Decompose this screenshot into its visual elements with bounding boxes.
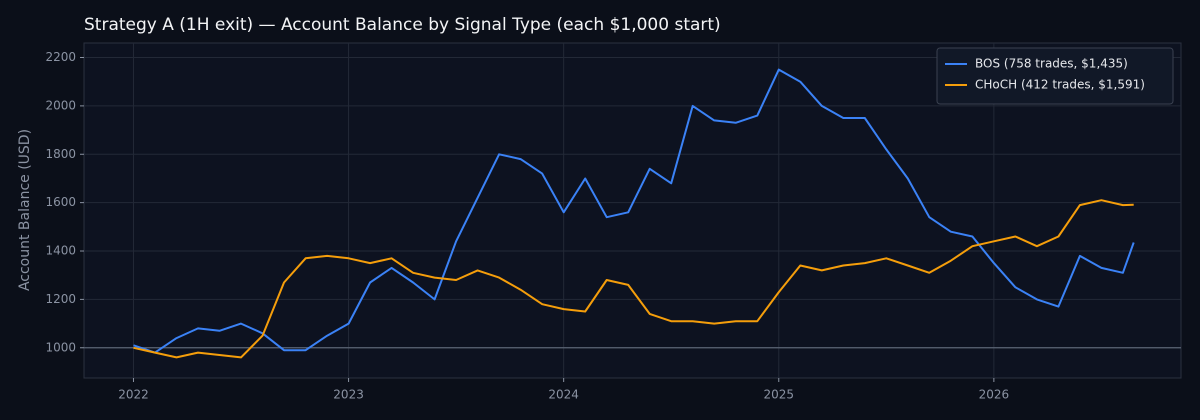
series-line bbox=[133, 68, 1135, 354]
x-tick-label: 2023 bbox=[333, 388, 364, 402]
x-tick-label: 2024 bbox=[548, 388, 579, 402]
legend-label: BOS (758 trades, $1,435) bbox=[975, 57, 1128, 71]
y-tick-label: 2000 bbox=[45, 98, 76, 112]
y-tick-label: 1200 bbox=[45, 292, 76, 306]
y-tick-label: 1800 bbox=[45, 147, 76, 161]
y-tick-label: 2200 bbox=[45, 50, 76, 64]
y-tick-label: 1000 bbox=[45, 340, 76, 354]
series-line bbox=[133, 199, 1134, 359]
x-tick-label: 2022 bbox=[118, 388, 149, 402]
y-tick-label: 1400 bbox=[45, 244, 76, 258]
y-axis-label: Account Balance (USD) bbox=[17, 129, 33, 291]
x-tick-label: 2025 bbox=[763, 388, 794, 402]
legend-label: CHoCH (412 trades, $1,591) bbox=[975, 78, 1145, 92]
chart-title: Strategy A (1H exit) — Account Balance b… bbox=[84, 15, 721, 35]
y-tick-label: 1600 bbox=[45, 195, 76, 209]
x-tick-label: 2026 bbox=[979, 388, 1010, 402]
legend-box bbox=[936, 47, 1174, 105]
